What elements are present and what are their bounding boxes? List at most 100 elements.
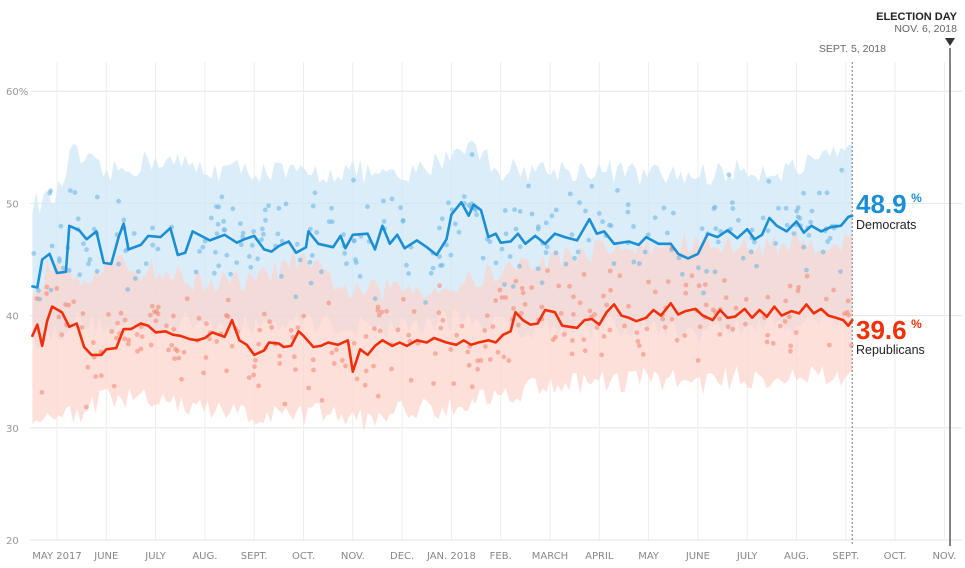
democrats-poll-dot [87,257,93,262]
democrats-poll-dot [224,252,230,258]
republicans-poll-dot [176,355,182,361]
democrats-poll-dot [344,261,349,267]
democrats-poll-dot [116,261,121,267]
democrats-poll-dot [567,191,573,197]
democrats-poll-dot [513,226,519,232]
democrats-poll-dot [406,271,411,276]
x-tick-label: AUG. [192,551,217,562]
republicans-poll-dot [98,373,104,379]
republicans-poll-dot [641,352,646,357]
republicans-poll-dot [607,268,613,274]
republicans-poll-dot [689,273,695,279]
democrats-poll-dot [216,263,222,269]
democrats-poll-dot [312,190,318,196]
republicans-poll-dot [520,290,526,296]
y-tick-label: 40 [6,312,19,323]
republicans-poll-dot [451,381,457,386]
democrats-poll-dot [398,205,404,211]
democrats-poll-dot [381,198,386,204]
democrats-poll-dot [208,215,214,221]
republicans-poll-dot [257,327,263,333]
democrats-poll-dot [351,177,356,183]
republicans-poll-dot [569,351,575,357]
republicans-poll-dot [581,337,587,342]
democrats-poll-dot [526,183,531,189]
democrats-poll-dot [676,255,682,261]
y-tick-label: 20 [6,536,19,547]
republicans-poll-dot [431,381,436,386]
republicans-poll-dot [39,389,45,395]
x-tick-label: JULY [736,551,759,562]
republicans-poll-dot [114,335,119,341]
republicans-poll-dot [85,364,91,370]
republicans-poll-dot [730,326,736,332]
republicans-poll-dot [201,370,207,376]
republicans-poll-dot [301,313,307,319]
democrats-poll-dot [230,206,236,212]
republicans-poll-dot [717,332,723,337]
democrats-poll-dot [544,244,550,250]
republicans-poll-dot [697,324,703,330]
republicans-poll-dot [516,322,521,328]
democrats-poll-dot [260,226,265,232]
republicans-poll-dot [795,288,801,294]
democrats-poll-dot [499,246,505,252]
republicans-poll-dot [695,358,701,363]
democrats-poll-dot [238,242,244,248]
democrats-poll-dot [510,284,516,289]
democrats-percent-sign: % [911,191,922,205]
republicans-percent-sign: % [911,317,922,331]
democrats-poll-dot [825,239,830,245]
democrats-poll-dot [400,217,406,223]
republicans-poll-dot [79,325,85,330]
democrats-poll-dot [308,280,314,286]
democrats-poll-dot [248,264,254,270]
republicans-poll-dot [522,302,528,307]
republicans-poll-dot [777,323,783,329]
democrats-poll-dot [577,200,582,206]
polling-average-lines [31,201,854,373]
republicans-poll-dot [827,342,832,348]
republicans-poll-dot [617,273,623,279]
democrats-poll-dot [806,232,812,238]
republicans-poll-dot [626,303,631,309]
republicans-poll-dot [495,349,501,355]
republicans-poll-dot [354,376,360,382]
democrats-poll-dot [246,254,252,259]
republicans-poll-dot [844,310,850,315]
democrats-poll-dot [329,205,334,211]
republicans-poll-dot [59,332,65,338]
democrats-poll-dot [143,261,149,267]
republicans-poll-dot [743,297,749,302]
democrats-poll-dot [711,206,717,212]
democrats-poll-dot [249,243,255,248]
republicans-poll-dot [587,308,593,314]
democrats-poll-dot [314,230,320,235]
x-tick-label: AUG. [784,551,809,562]
democrats-poll-dot [136,269,141,274]
democrats-poll-dot [221,219,227,224]
republicans-poll-dot [246,375,252,380]
svg-text:48.9 %: 48.9 % [856,189,922,219]
republicans-poll-dot [406,332,412,338]
republicans-poll-dot [269,325,275,330]
democrats-poll-dot [625,209,631,215]
republicans-poll-dot [582,348,588,354]
democrats-poll-dot [713,226,719,232]
republicans-poll-dot [561,332,567,337]
democrats-poll-dot [49,243,55,249]
republicans-poll-dot [787,283,793,289]
democrats-poll-dot [404,262,409,268]
democrats-poll-dot [820,249,826,255]
republicans-poll-dot [293,367,298,372]
democrats-poll-dot [132,276,138,281]
democrats-poll-dot [307,259,313,265]
republicans-poll-dot [225,297,231,303]
republicans-poll-dot [66,302,72,308]
republicans-poll-dot [696,283,702,289]
y-tick-label: 60% [6,87,28,98]
republicans-poll-dot [44,291,49,296]
democrats-poll-dot [748,249,754,255]
democrats-poll-dot [91,226,97,232]
